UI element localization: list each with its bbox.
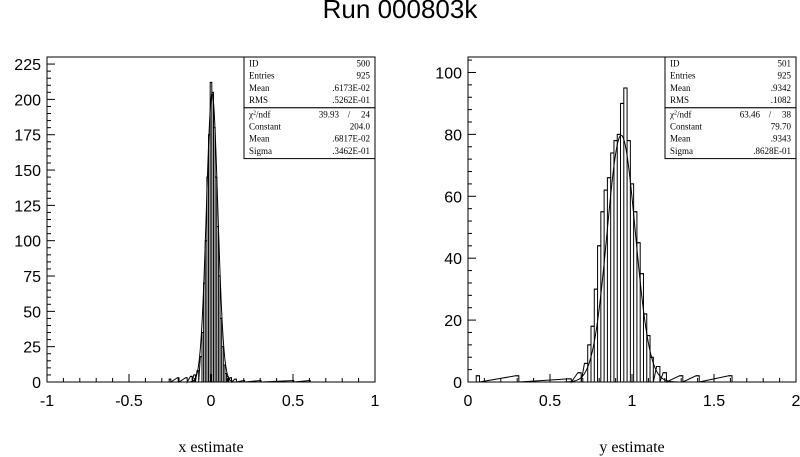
y-tick-label: 175 — [14, 128, 41, 145]
chi2-separator: / — [769, 109, 772, 119]
fit-param-label: Mean — [670, 134, 691, 144]
y-tick-label: 150 — [14, 163, 41, 180]
chi2-value: 63.46 — [740, 109, 761, 119]
chi2-value: 39.93 — [319, 109, 340, 119]
stat-label: ID — [249, 59, 259, 69]
x-tick-label: 1 — [371, 393, 380, 410]
x-tick-label: 0.5 — [539, 393, 561, 410]
x-tick-label: -0.5 — [115, 393, 143, 410]
stat-label: Mean — [670, 83, 691, 93]
stat-value: 500 — [357, 59, 371, 69]
stat-label: Entries — [249, 71, 275, 81]
y-tick-label: 50 — [23, 304, 41, 321]
chi2-label: χ2/ndf — [248, 109, 271, 119]
y-tick-label: 25 — [23, 340, 41, 357]
y-tick-label: 80 — [444, 127, 462, 144]
x-axis-label: x estimate — [178, 439, 243, 456]
stat-value: .1082 — [771, 95, 791, 105]
x-tick-label: 2 — [792, 393, 800, 410]
fit-param-label: Constant — [670, 122, 703, 132]
fit-box: χ2/ndf 39.93 / 24 Constant 204.0 Mean .6817E-02… — [243, 107, 376, 160]
stat-label: RMS — [249, 95, 268, 105]
fit-param-value: .6817E-02 — [332, 134, 370, 144]
y-tick-label: 125 — [14, 198, 41, 215]
histogram-panel-1: -1 -0.5 0 0.5 1 0 25 50 75 100 125 150 175 200 225 x es… — [14, 56, 380, 456]
y-tick-label: 225 — [14, 57, 41, 74]
y-tick-label: 75 — [23, 269, 41, 286]
stat-value: 501 — [778, 59, 792, 69]
stat-label: ID — [670, 59, 680, 69]
fit-box: χ2/ndf 63.46 / 38 Constant 79.70 Mean .9343 Sigm… — [664, 107, 797, 160]
chi2-label: χ2/ndf — [669, 109, 692, 119]
stats-box-frame — [664, 56, 797, 109]
page-title: Run 000803k — [322, 0, 478, 24]
fit-param-value: 79.70 — [771, 122, 792, 132]
fit-box-frame — [243, 107, 376, 160]
fit-param-value: 204.0 — [350, 122, 371, 132]
y-tick-label: 100 — [14, 234, 41, 251]
y-tick-label: 0 — [453, 375, 462, 392]
x-tick-label: -1 — [40, 393, 54, 410]
fit-param-label: Constant — [249, 122, 282, 132]
histogram-series — [475, 87, 733, 384]
x-tick-label: 1 — [628, 393, 637, 410]
stat-value: .5262E-01 — [332, 95, 370, 105]
x-tick-label: 0.5 — [282, 393, 304, 410]
fit-param-value: .9343 — [771, 134, 792, 144]
stat-label: Mean — [249, 83, 270, 93]
stats-box-frame — [243, 56, 376, 109]
y-tick-label: 200 — [14, 92, 41, 109]
stat-label: Entries — [670, 71, 696, 81]
fit-param-label: Sigma — [249, 146, 272, 156]
y-tick-label: 40 — [444, 251, 462, 268]
ndf-value: 38 — [782, 109, 792, 119]
stats-box: ID 500 Entries 925 Mean .6173E-02 RMS .5262E-01 — [243, 56, 376, 109]
gaussian-fit-curve — [564, 134, 678, 383]
x-tick-label: 1.5 — [703, 393, 725, 410]
y-tick-label: 20 — [444, 313, 462, 330]
stat-value: 925 — [357, 71, 371, 81]
stat-value: .9342 — [771, 83, 791, 93]
stat-label: RMS — [670, 95, 689, 105]
fit-param-label: Sigma — [670, 146, 693, 156]
chi2-separator: / — [348, 109, 351, 119]
fit-param-value: .3462E-01 — [332, 146, 370, 156]
stats-box: ID 501 Entries 925 Mean .9342 RMS .1082 — [664, 56, 797, 109]
x-tick-label: 0 — [207, 393, 216, 410]
stat-value: 925 — [778, 71, 792, 81]
fit-param-label: Mean — [249, 134, 270, 144]
x-axis-label: y estimate — [599, 439, 664, 456]
stat-value: .6173E-02 — [332, 83, 370, 93]
fit-box-frame — [664, 107, 797, 160]
gaussian-fit-curve — [189, 93, 235, 383]
ndf-value: 24 — [361, 109, 371, 119]
fit-param-value: .8628E-01 — [753, 146, 791, 156]
x-tick-label: 0 — [464, 393, 473, 410]
y-tick-label: 100 — [435, 65, 462, 82]
y-tick-label: 60 — [444, 189, 462, 206]
y-tick-label: 0 — [32, 375, 41, 392]
